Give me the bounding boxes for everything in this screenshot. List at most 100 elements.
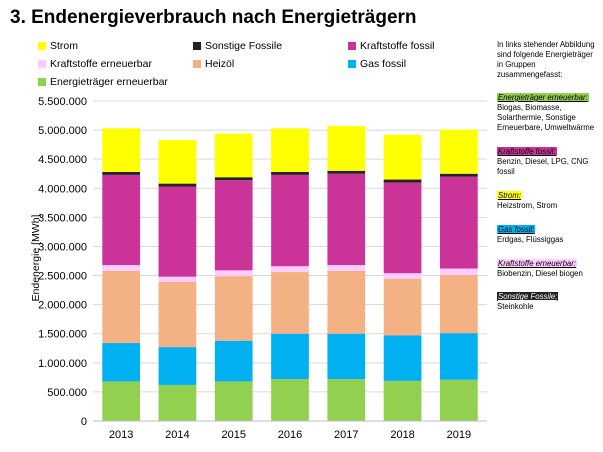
bar-segment (327, 333, 366, 380)
bar-segment (158, 183, 197, 187)
bar-segment (102, 171, 140, 175)
y-axis-label: Endenergie [MWh] (30, 214, 42, 302)
side-panel-group-heading: Kraftstoffe fossil: (497, 146, 557, 156)
bar-segment (440, 274, 478, 334)
bar-segment (158, 276, 197, 282)
legend-label: Kraftstoffe fossil (360, 40, 435, 52)
legend-item: Strom (38, 40, 78, 52)
bar-segment (383, 179, 422, 183)
y-tick-label: 1.000.000 (38, 358, 87, 370)
side-panel-group: Gas fossil: Erdgas, Flüssiggas (497, 224, 601, 245)
legend-label: Energieträger erneuerbar (50, 76, 168, 88)
side-panel-group: Kraftstoffe fossil: Benzin, Diesel, LPG, … (497, 146, 601, 177)
bar-segment (214, 180, 253, 271)
bar-segment (271, 128, 309, 172)
x-tick-label: 2014 (165, 429, 189, 441)
bar-segment (214, 133, 253, 178)
legend-item: Heizöl (193, 58, 234, 70)
bar-segment (383, 134, 422, 180)
legend-label: Heizöl (205, 58, 235, 70)
bar-segment (214, 270, 253, 277)
bar-segment (327, 270, 366, 334)
bar-segment (327, 265, 366, 271)
side-panel-group-heading: Gas fossil: (497, 224, 536, 234)
side-panel-group-description: Biobenzin, Diesel biogen (497, 268, 583, 278)
y-tick-label: 2.000.000 (38, 300, 87, 312)
bar-segment (271, 266, 309, 273)
legend-item: Energieträger erneuerbar (38, 76, 168, 88)
bar-segment (102, 270, 140, 344)
bar-segment (271, 174, 309, 267)
bar-segment (327, 379, 366, 421)
legend-label: Strom (50, 40, 79, 52)
side-panel-group-heading: Sonstige Fossile: (497, 292, 559, 302)
bar-segment (158, 139, 197, 184)
side-panel-group: Energieträger erneuerbar: Biogas, Biomass… (497, 92, 601, 133)
bar-segment (271, 333, 309, 380)
y-tick-label: 500.000 (47, 387, 87, 399)
side-panel-group: Sonstige Fossile: Steinkohle (497, 292, 601, 312)
y-tick-label: 3.000.000 (38, 241, 87, 253)
side-panel-group-description: Erdgas, Flüssiggas (497, 234, 564, 244)
bar-segment (214, 381, 253, 421)
bar-segment (102, 265, 140, 271)
bar-segment (158, 384, 197, 421)
bar-segment (327, 170, 366, 174)
x-tick-label: 2019 (447, 429, 471, 441)
legend-swatch (193, 60, 201, 68)
side-panel-group: Kraftstoffe erneuerbar: Biobenzin, Diesel… (497, 258, 601, 279)
bar-segment (102, 343, 140, 382)
y-tick-label: 4.000.000 (38, 183, 87, 195)
bar-segment (102, 174, 140, 266)
legend-label: Sonstige Fossile (205, 40, 283, 52)
legend-swatch (193, 42, 201, 50)
legend-item: Kraftstoffe fossil (348, 40, 435, 52)
legend-swatch (348, 60, 356, 68)
bar-segment (440, 333, 478, 380)
bar-segment (440, 268, 478, 275)
side-panel-group: Strom: Heizstrom, Strom (497, 190, 601, 211)
legend-swatch (38, 78, 46, 86)
y-tick-label: 0 (81, 416, 87, 428)
bar-segment (327, 126, 366, 171)
side-panel-group-description: Heizstrom, Strom (497, 200, 558, 210)
legend-item: Kraftstoffe erneuerbar (38, 58, 152, 70)
side-panel-group-heading: Strom: (497, 190, 522, 200)
bar-segment (383, 182, 422, 274)
y-tick-label: 4.500.000 (38, 154, 87, 166)
bar-segment (271, 272, 309, 334)
stacked-bar-chart: 0 500.000 1.000.000 1.500.000 2.000.000 2.500… (38, 96, 487, 441)
x-tick-label: 2013 (109, 429, 133, 441)
bar-segment (102, 128, 140, 172)
bar-segment (327, 173, 366, 266)
y-tick-label: 3.500.000 (38, 212, 87, 224)
x-tick-label: 2016 (278, 429, 302, 441)
bar-segment (158, 186, 197, 277)
y-tick-label: 5.500.000 (38, 96, 87, 108)
side-panel-group-description: Steinkohle (497, 302, 534, 312)
y-tick-label: 1.500.000 (38, 329, 87, 341)
bar-segment (383, 273, 422, 280)
bar-segment (440, 129, 478, 174)
y-tick-label: 2.500.000 (38, 271, 87, 283)
page-title: 3. Endenergieverbrauch nach Energieträge… (10, 7, 417, 28)
y-tick-label: 5.000.000 (38, 125, 87, 137)
legend-swatch (38, 42, 46, 50)
legend-item: Sonstige Fossile (193, 40, 282, 52)
bar-segment (440, 379, 478, 421)
side-panel-groups: Energieträger erneuerbar: Biogas, Biomass… (497, 92, 601, 313)
legend-item: Gas fossil (348, 58, 406, 70)
bar-segment (271, 379, 309, 421)
bar-segment (440, 176, 478, 269)
bar-segment (440, 173, 478, 177)
bar-segment (383, 279, 422, 336)
bar-segment (214, 340, 253, 382)
bar-segment (214, 276, 253, 341)
side-panel: In links stehender Abbildung sind folgen… (497, 40, 601, 326)
legend-swatch (348, 42, 356, 50)
side-panel-intro: In links stehender Abbildung sind folgen… (497, 40, 595, 79)
bar-segment (158, 347, 197, 385)
side-panel-group-heading: Kraftstoffe erneuerbar: (497, 258, 578, 268)
legend-swatch (38, 60, 46, 68)
side-panel-group-description: Benzin, Diesel, LPG, CNG fossil (497, 156, 589, 176)
